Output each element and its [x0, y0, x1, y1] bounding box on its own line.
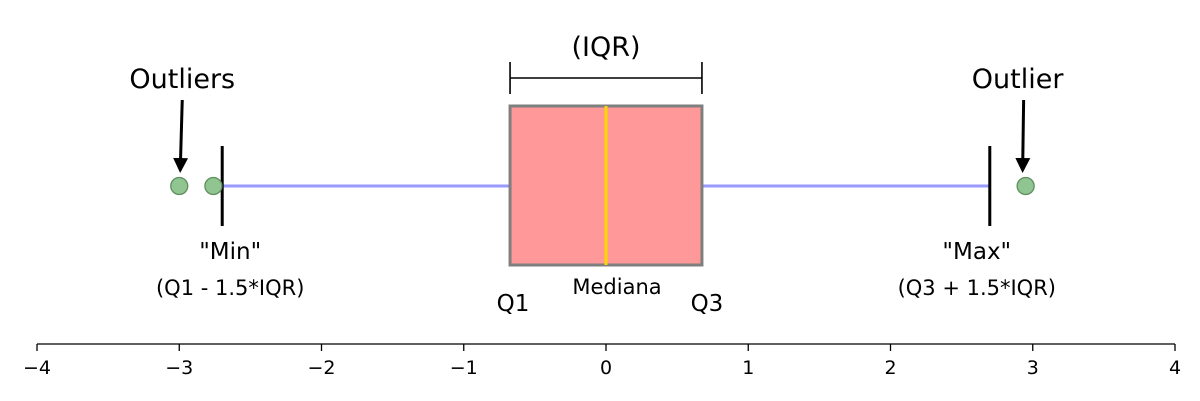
outlier-point-3	[1016, 176, 1035, 196]
outlier-arrow	[1015, 99, 1031, 173]
x-tick-label: −2	[307, 357, 335, 379]
x-tick-label: 1	[742, 357, 754, 379]
outlier-point-1	[170, 176, 189, 196]
x-tick-label: 4	[1169, 357, 1181, 379]
x-tick-label: −1	[450, 357, 478, 379]
x-tick-label: 2	[884, 357, 896, 379]
x-tick-label: −3	[165, 357, 193, 379]
max-label: "Max"	[942, 239, 1011, 265]
min-label: "Min"	[199, 239, 261, 265]
outliers-arrow	[173, 99, 189, 173]
iqr-label: (IQR)	[571, 32, 640, 63]
outlier-label: Outlier	[972, 64, 1065, 95]
median-label: Mediana	[572, 275, 661, 299]
min-formula-label: (Q1 - 1.5*IQR)	[156, 276, 304, 300]
x-tick-label: 0	[600, 357, 612, 379]
x-axis-ticks: −4 −3 −2 −1 0 1 2 3 4	[23, 344, 1181, 379]
outliers-group	[170, 176, 1035, 196]
q1-label: Q1	[497, 291, 530, 317]
x-tick-label: 3	[1027, 357, 1039, 379]
outlier-point-2	[204, 176, 223, 196]
q3-label: Q3	[691, 291, 724, 317]
iqr-bracket	[509, 62, 703, 94]
outliers-label: Outliers	[129, 64, 235, 95]
max-formula-label: (Q3 + 1.5*IQR)	[898, 276, 1056, 300]
x-tick-label: −4	[23, 357, 51, 379]
